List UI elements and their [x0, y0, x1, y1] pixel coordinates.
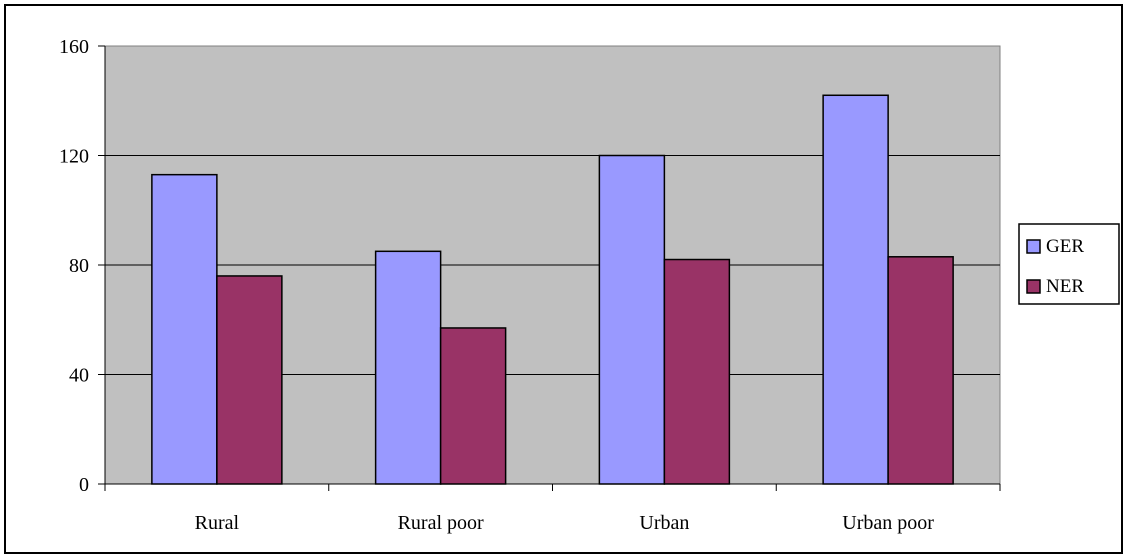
y-tick-label: 40 — [69, 365, 89, 387]
axes — [98, 45, 1001, 491]
bar-ner-urban — [663, 258, 731, 485]
chart-frame: 0 40 80 120 160 Rural Rural poor Urban Urban po… — [4, 4, 1123, 554]
legend: GER NER — [1018, 223, 1120, 305]
legend-label-ner: NER — [1046, 276, 1084, 297]
bar-ger-rural — [151, 173, 218, 485]
y-tick-labels: 0 40 80 120 160 — [59, 36, 89, 496]
y-tick-label: 120 — [59, 146, 89, 168]
bar-ner-urban-poor — [887, 256, 954, 485]
bar-ger-urban — [598, 154, 666, 485]
x-tick-label: Rural poor — [398, 512, 484, 534]
y-tick-label: 80 — [69, 255, 89, 277]
y-tick-label: 160 — [59, 36, 89, 58]
legend-label-ger: GER — [1046, 236, 1084, 257]
bar-chart: 0 40 80 120 160 Rural Rural poor Urban Urban po… — [59, 36, 1120, 534]
x-tick-label: Rural — [195, 512, 240, 534]
legend-swatch-ner — [1026, 279, 1041, 294]
bars — [151, 94, 954, 485]
legend-swatch-ger — [1026, 239, 1041, 254]
bar-ner-rural — [216, 275, 283, 485]
x-tick-labels: Rural Rural poor Urban Urban poor — [195, 512, 935, 534]
bar-ner-rural-poor — [439, 327, 507, 485]
bar-ger-urban-poor — [822, 94, 889, 485]
x-tick-label: Urban — [639, 512, 689, 534]
bar-ger-rural-poor — [374, 250, 442, 485]
x-tick-label: Urban poor — [842, 512, 934, 534]
y-tick-label: 0 — [79, 474, 89, 496]
